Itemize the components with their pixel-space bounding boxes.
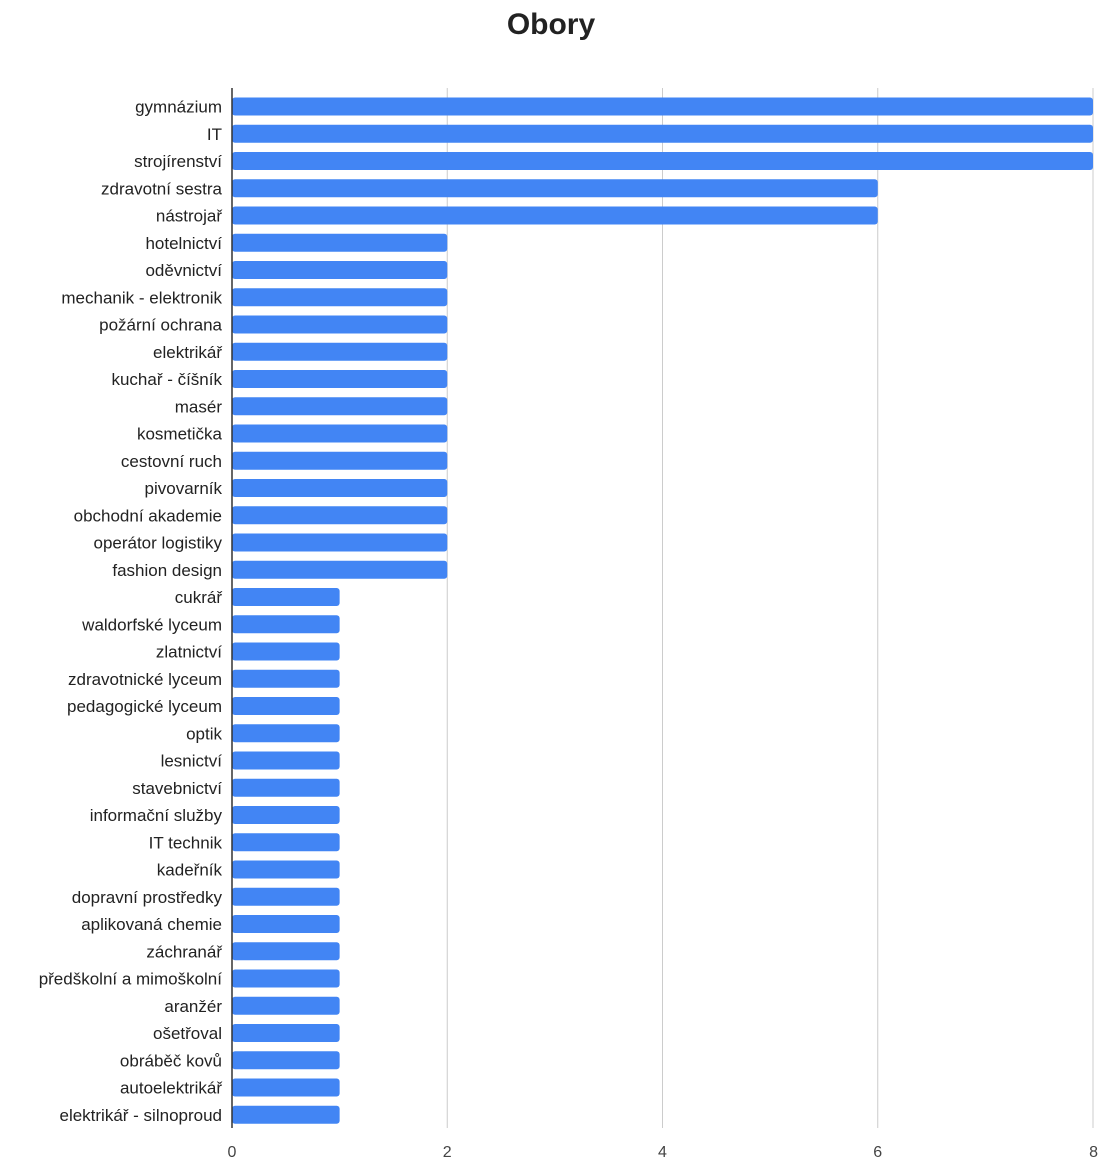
bar — [232, 915, 340, 933]
bar — [232, 751, 340, 770]
category-label: dopravní prostředky — [72, 888, 223, 907]
category-label: aranžér — [164, 997, 222, 1016]
bar — [232, 1024, 340, 1042]
category-label: IT technik — [149, 833, 223, 852]
category-label: zlatnictví — [156, 643, 222, 662]
category-label: elektrikář - silnoproud — [59, 1106, 222, 1125]
bars — [232, 97, 1093, 1124]
bar — [232, 1051, 340, 1070]
category-label: elektrikář — [153, 343, 222, 362]
category-label: autoelektrikář — [120, 1079, 222, 1098]
bar — [232, 806, 340, 824]
category-label: optik — [186, 724, 222, 743]
category-labels: gymnázium IT strojírenství zdravotní sestra… — [39, 98, 223, 1125]
bar — [232, 588, 340, 606]
bar — [232, 152, 1093, 170]
bar — [232, 370, 448, 388]
bar — [232, 233, 448, 252]
x-tick-label: 4 — [658, 1144, 667, 1159]
bar — [232, 479, 448, 497]
bar — [232, 833, 340, 852]
category-label: ošetřoval — [153, 1024, 222, 1043]
bar — [232, 724, 340, 743]
bar — [232, 261, 448, 279]
bar — [232, 969, 340, 988]
category-label: lesnictví — [161, 752, 223, 771]
category-label: IT — [207, 125, 222, 144]
category-label: strojírenství — [134, 152, 222, 171]
x-tick-label: 2 — [443, 1144, 452, 1159]
category-label: aplikovaná chemie — [81, 915, 222, 934]
bar — [232, 1078, 340, 1097]
bar — [232, 860, 340, 879]
bar — [232, 315, 448, 334]
category-label: požární ochrana — [99, 316, 222, 335]
bar — [232, 887, 340, 906]
category-label: pedagogické lyceum — [67, 697, 222, 716]
bar — [232, 288, 448, 307]
chart-title: Obory — [506, 8, 596, 41]
category-label: gymnázium — [135, 98, 222, 117]
category-label: fashion design — [112, 561, 222, 580]
bar — [232, 1105, 340, 1124]
category-label: obchodní akademie — [74, 506, 222, 525]
bar — [232, 124, 1093, 143]
category-label: kuchař - číšník — [111, 370, 222, 389]
bar — [232, 615, 340, 634]
category-label: záchranář — [146, 942, 222, 961]
category-label: zdravotnické lyceum — [68, 670, 222, 689]
category-label: kadeřník — [157, 861, 223, 880]
x-tick-label: 0 — [228, 1144, 237, 1159]
category-label: předškolní a mimoškolní — [39, 970, 223, 989]
category-label: masér — [175, 397, 223, 416]
bar — [232, 942, 340, 961]
category-label: informační služby — [90, 806, 223, 825]
grid-lines — [446, 88, 1094, 1128]
bar — [232, 669, 340, 688]
category-label: operátor logistiky — [93, 534, 222, 553]
x-tick-label: 6 — [873, 1144, 882, 1159]
bar — [232, 642, 340, 661]
bar — [232, 560, 448, 579]
x-tick-label: 8 — [1089, 1144, 1098, 1159]
category-label: kosmetička — [137, 425, 223, 444]
category-label: pivovarník — [145, 479, 223, 498]
category-label: stavebnictví — [132, 779, 222, 798]
category-label: cestovní ruch — [121, 452, 222, 471]
bar — [232, 397, 448, 416]
category-label: cukrář — [175, 588, 223, 607]
tick-labels: 0 2 4 6 8 — [228, 1144, 1099, 1159]
bar — [232, 97, 1093, 116]
category-label: zdravotní sestra — [101, 179, 222, 198]
bar — [232, 451, 448, 470]
bar — [232, 424, 448, 443]
category-label: waldorfské lyceum — [81, 615, 222, 634]
bar — [232, 533, 448, 552]
category-label: oděvnictví — [145, 261, 222, 280]
bar — [232, 506, 448, 525]
bar — [232, 179, 878, 198]
category-label: nástrojař — [156, 207, 222, 226]
bar — [232, 697, 340, 715]
category-label: obráběč kovů — [120, 1051, 222, 1070]
bar — [232, 342, 448, 361]
bar — [232, 778, 340, 797]
bar — [232, 206, 878, 225]
bar — [232, 996, 340, 1015]
category-label: hotelnictví — [145, 234, 222, 253]
category-label: mechanik - elektronik — [61, 288, 222, 307]
